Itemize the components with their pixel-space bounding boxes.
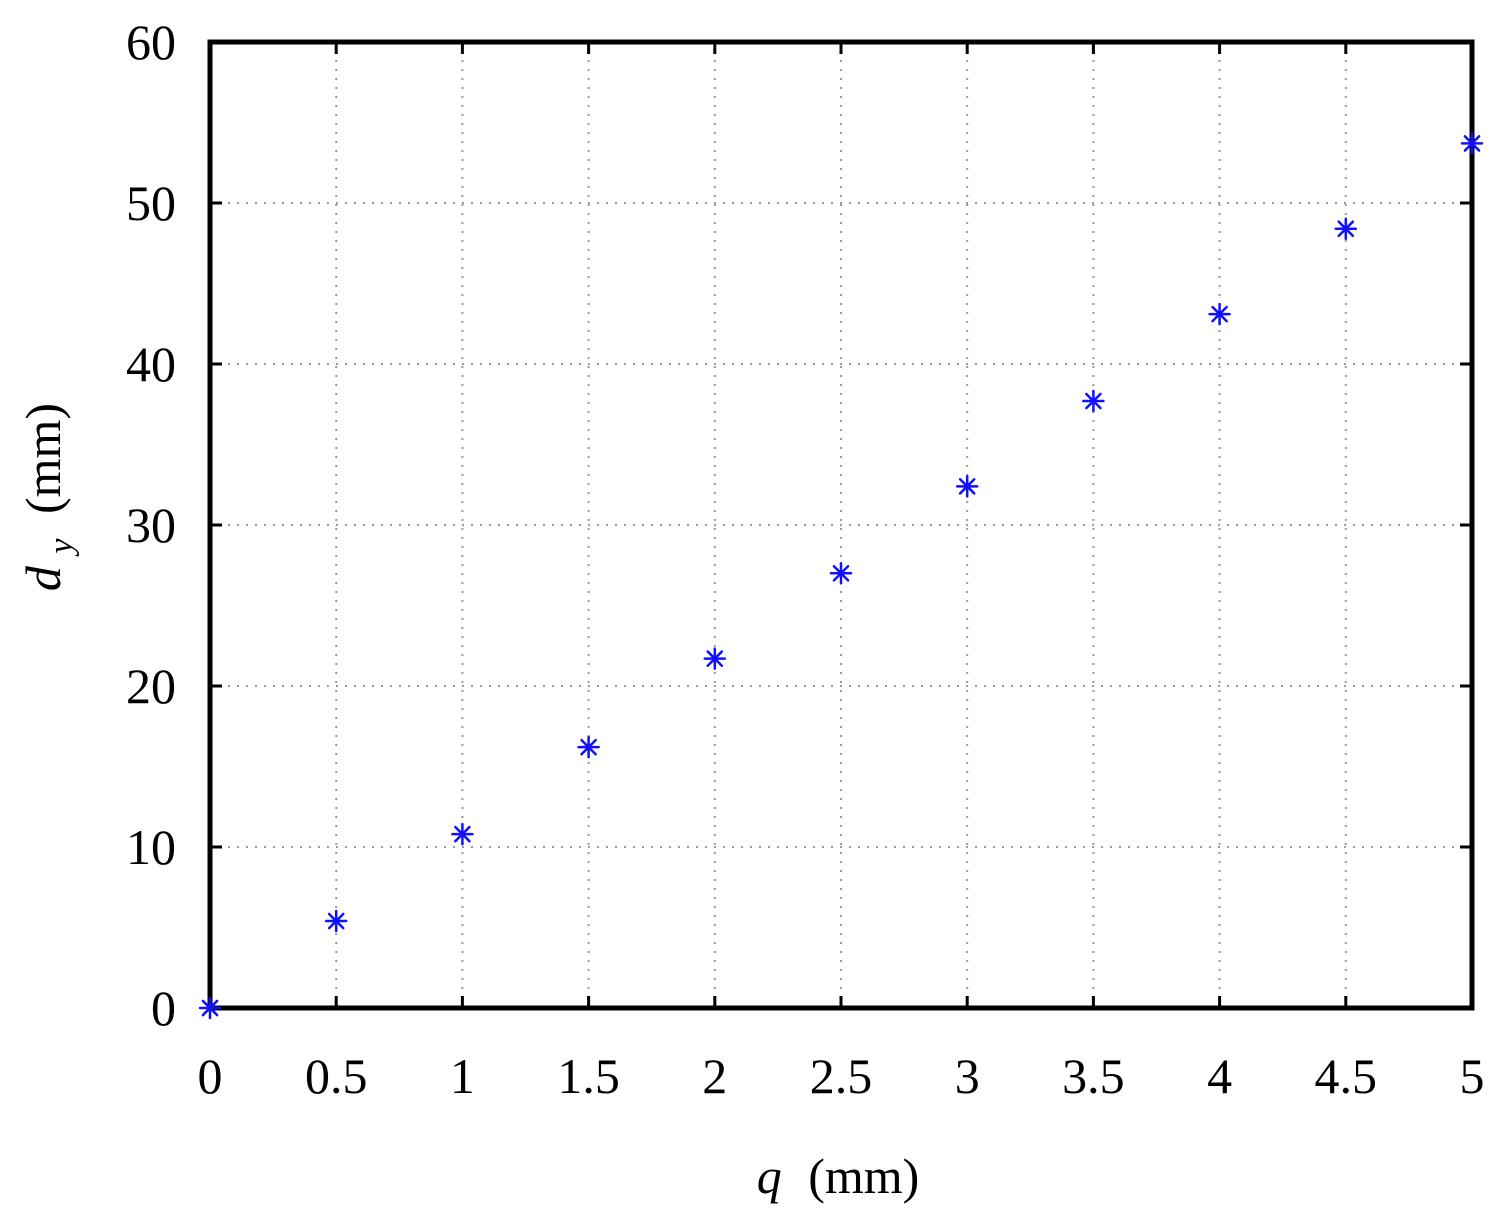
y-tick-label: 0 (151, 980, 176, 1036)
data-point (955, 475, 979, 498)
y-axis-label: d y (mm) (15, 403, 83, 591)
grid (210, 42, 1472, 1008)
data-point (703, 647, 727, 670)
data-points (198, 132, 1484, 1020)
data-point (1334, 217, 1358, 241)
data-point (1082, 389, 1105, 413)
x-tick-label: 0 (198, 1048, 223, 1104)
y-tick-label: 30 (126, 497, 176, 553)
x-axis-symbol: q (757, 1148, 782, 1204)
x-tick-label: 2.5 (810, 1048, 873, 1104)
y-axis-unit: (mm) (15, 403, 71, 514)
x-tick-label: 4 (1207, 1048, 1232, 1104)
y-tick-label: 50 (126, 175, 176, 231)
plot-frame (207, 39, 1475, 1011)
data-point (577, 735, 600, 759)
y-tick-label: 10 (126, 819, 176, 875)
data-point (198, 996, 222, 1020)
y-tick-label: 40 (126, 336, 176, 392)
x-tick-label: 3.5 (1062, 1048, 1125, 1104)
x-axis-unit: (mm) (808, 1148, 919, 1204)
x-tick-label: 0.5 (305, 1048, 368, 1104)
data-point (829, 562, 853, 585)
x-tick-label: 5 (1460, 1048, 1485, 1104)
data-point (451, 822, 474, 846)
x-tick-label: 1.5 (557, 1048, 620, 1104)
x-axis-label: q (mm) (757, 1148, 920, 1204)
data-point (1208, 302, 1231, 326)
x-tick-label: 4.5 (1315, 1048, 1378, 1104)
x-tick-label: 1 (450, 1048, 475, 1104)
y-axis-symbol: d (15, 565, 71, 591)
y-tick-label: 60 (126, 14, 176, 70)
y-tick-labels: 0 10 20 30 40 50 60 (126, 14, 176, 1036)
x-tick-label: 2 (702, 1048, 727, 1104)
data-point (324, 909, 348, 933)
y-axis-subscript: y (43, 538, 80, 557)
y-tick-label: 20 (126, 658, 176, 714)
x-tick-label: 3 (955, 1048, 980, 1104)
data-point (1460, 132, 1484, 155)
x-tick-labels: 0 0.5 1 1.5 2 2.5 3 3.5 4 4.5 5 (198, 1048, 1485, 1104)
